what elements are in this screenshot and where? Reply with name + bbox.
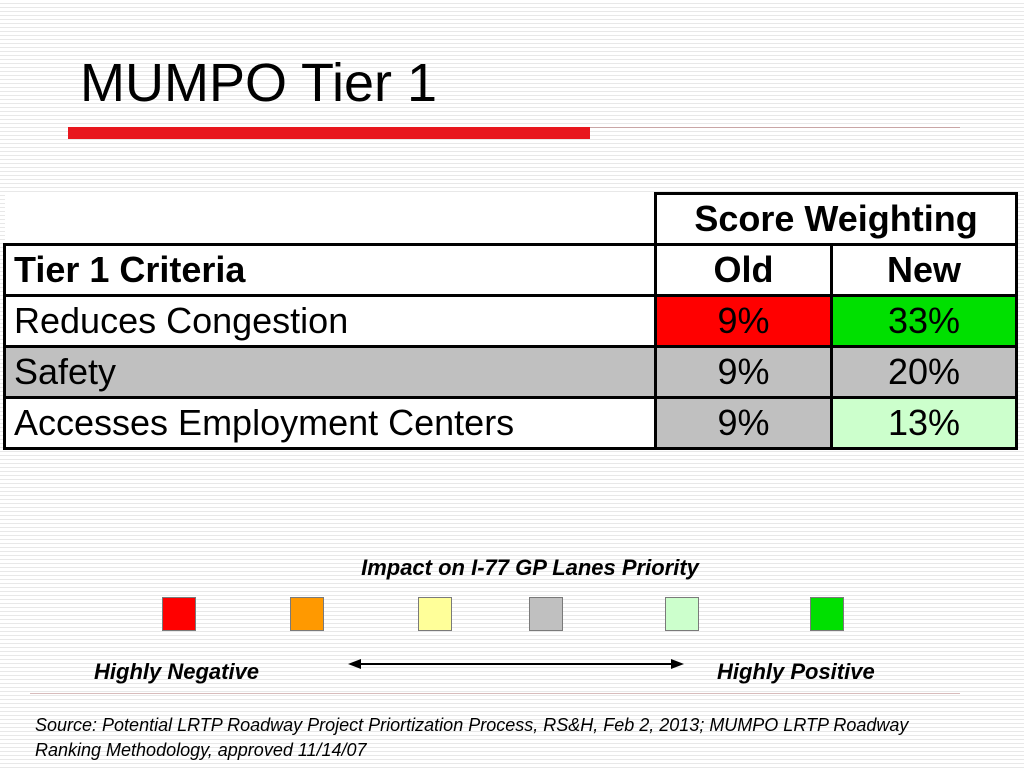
legend-swatch-neutral <box>529 597 563 631</box>
group-header-row: Score Weighting <box>4 192 1019 246</box>
legend-swatch-slightly-negative <box>418 597 452 631</box>
column-header-old: Old <box>654 243 833 297</box>
old-weight-cell: 9% <box>654 294 833 348</box>
empty-header-cell <box>4 193 657 246</box>
column-header-criteria: Tier 1 Criteria <box>3 243 657 297</box>
legend-swatch-positive <box>665 597 699 631</box>
title-underline-rule <box>590 127 960 128</box>
criteria-table: Score Weighting Tier 1 Criteria Old New … <box>3 192 1019 450</box>
criterion-cell: Accesses Employment Centers <box>3 396 657 450</box>
title-underline-accent <box>68 127 590 139</box>
new-weight-cell: 20% <box>829 345 1019 399</box>
old-weight-cell: 9% <box>654 396 833 450</box>
footer-divider <box>30 693 960 694</box>
highly-positive-label: Highly Positive <box>717 659 875 684</box>
column-header-row: Tier 1 Criteria Old New <box>3 243 1019 297</box>
legend-swatch-highly-negative <box>162 597 196 631</box>
source-citation: Source: Potential LRTP Roadway Project P… <box>35 715 909 760</box>
table-row: Reduces Congestion 9% 33% <box>3 294 1019 348</box>
legend-swatch-negative <box>290 597 324 631</box>
table-row: Accesses Employment Centers 9% 13% <box>3 396 1019 450</box>
double-arrow-icon <box>348 659 684 669</box>
column-header-new: New <box>829 243 1019 297</box>
criterion-cell: Reduces Congestion <box>3 294 657 348</box>
highly-negative-label: Highly Negative <box>94 659 260 684</box>
new-weight-cell: 13% <box>829 396 1019 450</box>
slide-title: MUMPO Tier 1 <box>80 53 438 113</box>
old-weight-cell: 9% <box>654 345 833 399</box>
table-row: Safety 9% 20% <box>3 345 1019 399</box>
score-weighting-header: Score Weighting <box>653 192 1019 246</box>
criterion-cell: Safety <box>3 345 657 399</box>
legend-title: Impact on I-77 GP Lanes Priority <box>361 555 699 580</box>
new-weight-cell: 33% <box>829 294 1019 348</box>
legend-swatch-highly-positive <box>810 597 844 631</box>
